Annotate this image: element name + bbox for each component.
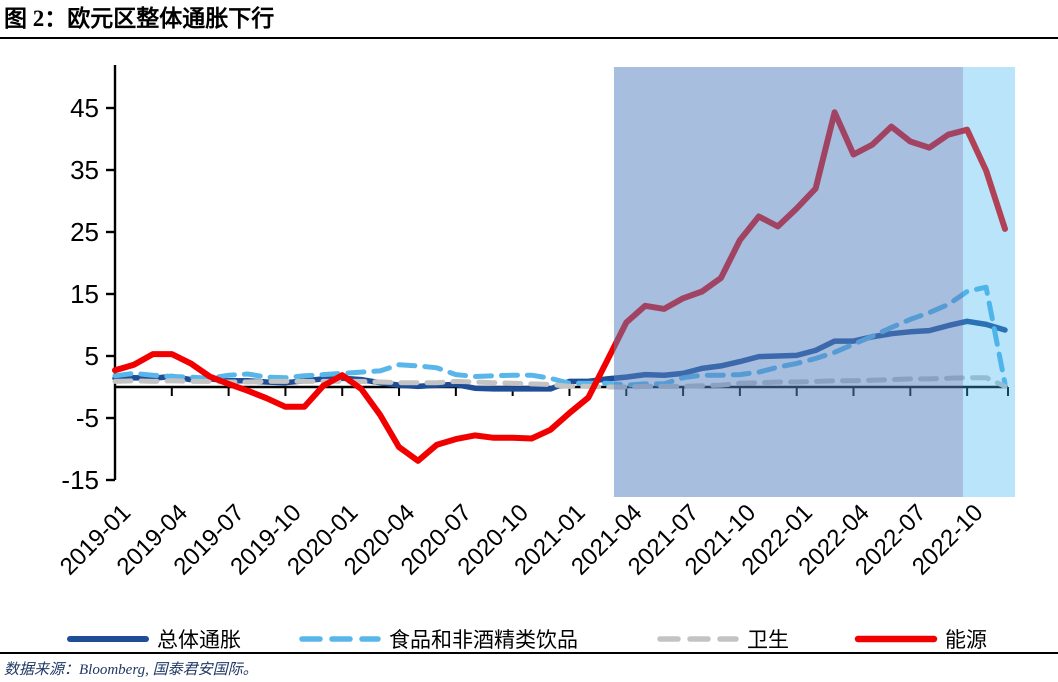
legend-item-energy: 能源 [854,622,987,656]
legend-swatch-total [67,636,149,642]
legend-label-health: 卫生 [747,628,789,652]
legend-swatch-energy [854,635,938,643]
y-tick-label: 15 [70,279,99,309]
y-tick-label: -5 [76,403,99,433]
highlight-band-cyan [962,67,1016,497]
chart-legend: 总体通胀 食品和非酒精类饮品 卫生 能源 [0,622,1058,656]
legend-item-food: 食品和非酒精类饮品 [298,622,578,656]
y-tick-label: 35 [70,155,99,185]
legend-label-energy: 能源 [945,628,987,652]
legend-item-total: 总体通胀 [66,622,241,656]
legend-item-health: 卫生 [656,622,789,656]
y-tick-label: 5 [85,341,99,371]
y-tick-label: -15 [61,465,99,495]
legend-swatch-food [299,636,381,642]
y-tick-label: 45 [70,93,99,123]
figure-title-bar: 图 2：欧元区整体通胀下行 [0,0,1058,39]
legend-swatch-health [657,636,739,642]
y-tick-label: 25 [70,217,99,247]
data-source-note: 数据来源：Bloomberg, 国泰君安国际。 [4,662,258,678]
figure-title: 图 2：欧元区整体通胀下行 [4,6,275,31]
highlight-band-dark [613,67,963,497]
legend-label-total: 总体通胀 [157,628,241,652]
legend-label-food: 食品和非酒精类饮品 [389,628,578,652]
source-bar: 数据来源：Bloomberg, 国泰君安国际。 [0,652,1058,682]
